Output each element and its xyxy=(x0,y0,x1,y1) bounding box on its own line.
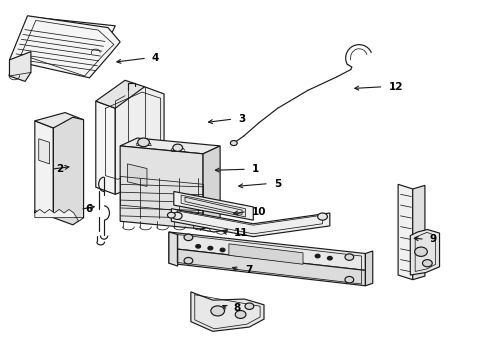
Circle shape xyxy=(317,213,327,220)
Polygon shape xyxy=(203,146,220,229)
Circle shape xyxy=(344,276,353,283)
Polygon shape xyxy=(397,184,412,280)
Circle shape xyxy=(183,257,192,264)
Text: 10: 10 xyxy=(251,207,266,217)
Text: 3: 3 xyxy=(238,114,245,124)
Circle shape xyxy=(244,303,253,310)
Polygon shape xyxy=(365,251,372,286)
Circle shape xyxy=(230,140,237,145)
Polygon shape xyxy=(35,210,83,221)
Text: 7: 7 xyxy=(244,265,252,275)
Text: 5: 5 xyxy=(273,179,281,189)
Circle shape xyxy=(207,246,212,250)
Polygon shape xyxy=(168,248,365,286)
Polygon shape xyxy=(409,229,439,275)
Polygon shape xyxy=(53,117,83,225)
Circle shape xyxy=(414,247,427,256)
Text: 11: 11 xyxy=(234,228,248,238)
Text: 1: 1 xyxy=(251,164,259,174)
Circle shape xyxy=(315,254,320,258)
Circle shape xyxy=(327,256,331,260)
Circle shape xyxy=(235,311,245,319)
Polygon shape xyxy=(412,185,424,280)
Polygon shape xyxy=(96,101,115,194)
Polygon shape xyxy=(168,232,365,270)
Polygon shape xyxy=(181,195,245,217)
Circle shape xyxy=(195,244,200,248)
Circle shape xyxy=(210,306,224,316)
Polygon shape xyxy=(15,17,115,56)
Text: 2: 2 xyxy=(56,164,63,174)
Text: 12: 12 xyxy=(387,82,402,92)
Polygon shape xyxy=(190,292,264,331)
Circle shape xyxy=(422,260,431,267)
Polygon shape xyxy=(9,51,31,81)
Text: 6: 6 xyxy=(85,204,92,215)
Circle shape xyxy=(344,254,353,260)
Polygon shape xyxy=(173,192,253,220)
Polygon shape xyxy=(120,138,220,154)
Polygon shape xyxy=(35,113,83,128)
Polygon shape xyxy=(96,80,144,108)
Circle shape xyxy=(172,212,182,220)
Circle shape xyxy=(172,144,182,151)
Polygon shape xyxy=(171,209,329,237)
Polygon shape xyxy=(168,232,177,266)
Text: 4: 4 xyxy=(152,53,159,63)
Polygon shape xyxy=(127,164,147,186)
Circle shape xyxy=(167,212,175,218)
Text: 9: 9 xyxy=(429,234,436,244)
Text: 8: 8 xyxy=(233,303,240,314)
Circle shape xyxy=(183,234,192,240)
Polygon shape xyxy=(115,87,163,194)
Polygon shape xyxy=(120,146,203,229)
Circle shape xyxy=(138,138,149,147)
Polygon shape xyxy=(35,121,53,218)
Polygon shape xyxy=(9,16,120,78)
Polygon shape xyxy=(39,139,49,164)
Circle shape xyxy=(220,248,224,252)
Polygon shape xyxy=(228,244,303,264)
